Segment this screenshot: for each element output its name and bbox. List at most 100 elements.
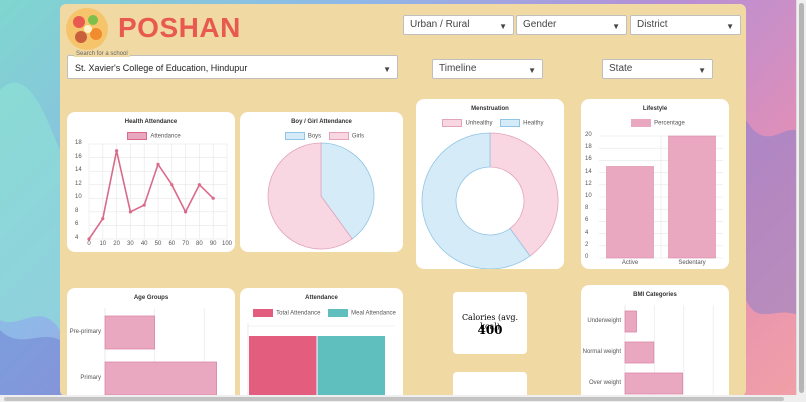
y-tick-label: Over weight bbox=[588, 379, 621, 386]
age-groups-title: Age Groups bbox=[133, 295, 169, 301]
age-groups-bar-chart bbox=[104, 308, 217, 396]
legend-label: Percentage bbox=[654, 120, 685, 127]
dashboard-panel: POSHAN Urban / Rural ▼ Gender ▼ District… bbox=[60, 4, 746, 396]
x-tick-label: 80 bbox=[196, 241, 203, 247]
y-tick-label: Pre-primary bbox=[69, 328, 101, 335]
attendance-legend: Total Attendance Meal Attendance bbox=[240, 309, 403, 317]
state-select[interactable]: State ▼ bbox=[602, 59, 713, 79]
y-tick-label: 6 bbox=[75, 221, 79, 228]
scrollbar-thumb[interactable] bbox=[4, 397, 784, 401]
chevron-down-icon: ▼ bbox=[698, 66, 706, 75]
x-tick-label: Sedentary bbox=[678, 260, 706, 266]
health-legend: Attendance bbox=[67, 132, 235, 140]
calories-value: 400 bbox=[477, 323, 503, 337]
y-tick-label: 18 bbox=[585, 144, 592, 151]
legend-label-girls: Girls bbox=[351, 133, 365, 140]
y-tick-label: 4 bbox=[585, 229, 589, 236]
lifestyle-title: Lifestyle bbox=[642, 106, 668, 112]
chevron-down-icon: ▼ bbox=[612, 22, 620, 31]
bar-normal-weight bbox=[624, 341, 655, 364]
y-tick-label: Normal weight bbox=[582, 348, 621, 355]
y-tick-label: 12 bbox=[585, 180, 592, 187]
chevron-down-icon: ▼ bbox=[726, 22, 734, 31]
y-tick-label: 2 bbox=[585, 241, 589, 248]
legend-swatch bbox=[631, 119, 652, 127]
legend-swatch bbox=[127, 132, 148, 140]
scrollbar-thumb[interactable] bbox=[799, 3, 804, 393]
brand-title: POSHAN bbox=[118, 12, 241, 43]
x-tick-label: 30 bbox=[127, 241, 134, 247]
doughnut-slice-unhealthy bbox=[489, 132, 559, 257]
x-tick-label: 10 bbox=[99, 241, 107, 247]
timeline-select[interactable]: Timeline ▼ bbox=[432, 59, 543, 79]
data-point bbox=[211, 196, 215, 200]
y-tick-label: 18 bbox=[75, 140, 82, 146]
urban-rural-label: Urban / Rural bbox=[410, 19, 470, 30]
x-tick-label: 60 bbox=[168, 241, 176, 247]
health-line-chart bbox=[87, 143, 228, 241]
doughnut-slice-healthy bbox=[421, 132, 531, 269]
poshan-logo-icon bbox=[66, 8, 108, 50]
x-tick-label: 40 bbox=[140, 241, 148, 247]
legend-swatch bbox=[284, 132, 305, 140]
data-point bbox=[184, 210, 188, 214]
y-tick-label: 14 bbox=[585, 168, 592, 175]
data-point bbox=[156, 162, 160, 166]
calories-label: Calories (avg. kcal) bbox=[461, 313, 519, 331]
boy-girl-card: Boy / Girl Attendance Boys Girls bbox=[240, 112, 403, 252]
y-tick-label: Primary bbox=[80, 374, 101, 381]
y-tick-label: 4 bbox=[75, 235, 79, 241]
bar-underweight bbox=[624, 310, 637, 333]
y-tick-label: 20 bbox=[585, 132, 592, 138]
vertical-scrollbar[interactable] bbox=[796, 0, 806, 402]
legend-label-meal: Meal Attendance bbox=[351, 310, 396, 317]
x-tick-label: 100 bbox=[221, 241, 233, 247]
legend-label: Attendance bbox=[150, 133, 181, 140]
x-tick-label: 90 bbox=[209, 241, 217, 247]
school-search-caption: Search for a school bbox=[74, 51, 130, 57]
pie-slice-girls bbox=[267, 142, 353, 250]
y-tick-label: 10 bbox=[75, 194, 82, 201]
x-tick-label: 70 bbox=[182, 241, 189, 247]
lifestyle-legend: Percentage bbox=[581, 119, 729, 127]
bar-total-attendance bbox=[249, 336, 317, 396]
y-tick-label: 10 bbox=[585, 193, 592, 199]
legend-swatch bbox=[442, 119, 463, 127]
state-label: State bbox=[609, 63, 633, 74]
y-tick-label: 16 bbox=[585, 156, 592, 163]
x-tick-label: 0 bbox=[87, 241, 91, 247]
bmi-title: BMI Categories bbox=[633, 292, 677, 298]
chevron-down-icon: ▼ bbox=[383, 65, 391, 74]
chevron-down-icon: ▼ bbox=[499, 22, 507, 31]
calories-card: Calories (avg. kcal) 400 bbox=[453, 292, 527, 354]
legend-swatch bbox=[328, 309, 349, 317]
boy-girl-pie-chart bbox=[267, 142, 375, 250]
attendance-card: Attendance Total Attendance Meal Attenda… bbox=[240, 288, 403, 396]
menstruation-legend: Unhealthy Healthy bbox=[416, 119, 564, 127]
age-groups-card: Age Groups Pre-primary Primary bbox=[67, 288, 235, 396]
data-point bbox=[115, 149, 119, 153]
horizontal-scrollbar[interactable] bbox=[0, 395, 806, 402]
data-point bbox=[142, 203, 146, 207]
lifestyle-card: Lifestyle Percentage 20 18 16 14 12 10 8 6 4 2 0 Ac… bbox=[581, 99, 729, 269]
school-search-select[interactable]: St. Xavier's College of Education, Hindu… bbox=[67, 55, 398, 79]
menstruation-title: Menstruation bbox=[471, 106, 509, 112]
urban-rural-select[interactable]: Urban / Rural ▼ bbox=[403, 15, 514, 35]
attendance-line bbox=[88, 150, 214, 240]
legend-swatch bbox=[253, 309, 274, 317]
data-point bbox=[101, 217, 105, 221]
district-select[interactable]: District ▼ bbox=[630, 15, 741, 35]
y-tick-label: 12 bbox=[75, 180, 82, 187]
gender-select[interactable]: Gender ▼ bbox=[516, 15, 627, 35]
legend-label-boys: Boys bbox=[307, 133, 322, 140]
health-attendance-title: Health Attendance bbox=[124, 119, 178, 125]
bar-pre-primary bbox=[104, 315, 155, 350]
attendance-bar-chart bbox=[247, 323, 395, 396]
health-attendance-card: Health Attendance Attendance 18 16 14 12 10 8… bbox=[67, 112, 235, 252]
lifestyle-bar-chart bbox=[599, 135, 723, 259]
menstruation-doughnut-chart bbox=[421, 132, 559, 269]
y-tick-label: 8 bbox=[75, 207, 79, 214]
y-tick-label: Underweight bbox=[587, 317, 621, 324]
bar-primary bbox=[104, 361, 217, 396]
data-point bbox=[170, 183, 174, 187]
